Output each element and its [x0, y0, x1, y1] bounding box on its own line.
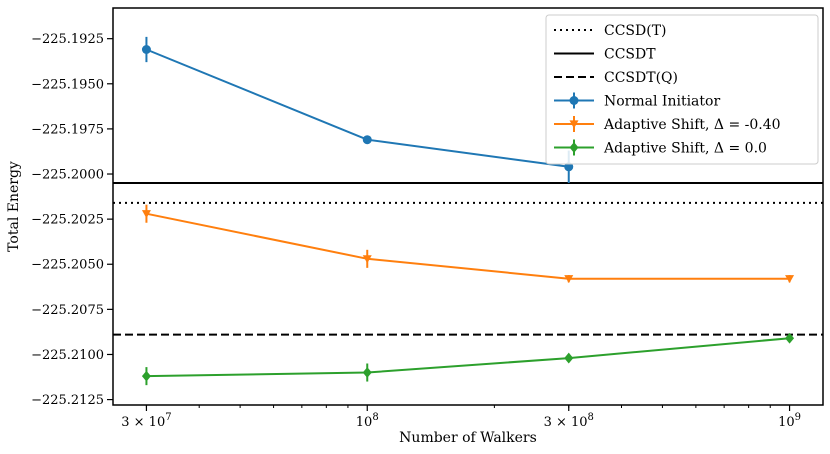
y-tick-label: −225.1975: [31, 122, 104, 137]
data-point: [141, 210, 151, 219]
legend-marker: [569, 142, 579, 153]
legend-entry: Adaptive Shift, Δ = -0.40: [554, 116, 781, 133]
y-tick-label: −225.2075: [31, 303, 104, 318]
y-axis-title: Total Energy: [6, 161, 22, 252]
legend-entry: CCSD(T): [554, 23, 667, 39]
x-tick-label: 108: [356, 412, 379, 430]
y-tick-label: −225.2100: [31, 348, 104, 363]
axes: 3 × 107 108 3 × 108 109 −225.1925 −225.1950 −2…: [31, 7, 824, 430]
series-line: [146, 48, 569, 168]
legend-box: [545, 14, 819, 165]
data-point: [362, 255, 372, 264]
legend-entry: CCSDT(Q): [554, 70, 678, 86]
reference-lines: [113, 182, 823, 336]
y-tick-label: −225.1950: [31, 77, 104, 92]
legend-label: Adaptive Shift, Δ = 0.0: [603, 141, 767, 157]
x-tick-label: 3 × 107: [121, 412, 171, 430]
x-tick-label: 109: [778, 412, 801, 430]
legend-label: CCSDT: [604, 47, 656, 63]
legend-entry: Normal Initiator: [554, 92, 720, 110]
y-tick-label: −225.2000: [31, 168, 104, 183]
legend-entry: CCSDT: [554, 47, 656, 63]
legend-marker: [569, 120, 579, 129]
y-tick-label: −225.2025: [31, 213, 104, 228]
legend: CCSD(T) CCSDT CCSDT(Q) Normal Initiator Adap…: [545, 14, 819, 165]
series-2: [141, 204, 795, 284]
legend-entry: Adaptive Shift, Δ = 0.0: [554, 139, 767, 157]
legend-label: CCSD(T): [604, 23, 667, 39]
data-point: [362, 135, 372, 145]
data-point: [564, 275, 574, 284]
y-tick-label: −225.2125: [31, 393, 104, 408]
data-point: [141, 370, 151, 382]
y-tick-label: −225.1925: [31, 32, 104, 47]
series-line: [146, 212, 790, 280]
y-tick-label: −225.2050: [31, 258, 104, 273]
legend-label: Adaptive Shift, Δ = -0.40: [603, 117, 781, 133]
data-point: [564, 162, 574, 172]
legend-marker: [569, 96, 579, 105]
legend-label: Normal Initiator: [604, 94, 720, 110]
series-3: [141, 332, 795, 386]
x-tick-label: 3 × 108: [544, 412, 594, 430]
plot-frame: [112, 7, 824, 406]
data-point: [564, 352, 574, 364]
data-point: [785, 332, 795, 344]
data-point: [141, 45, 151, 55]
data-point: [362, 367, 372, 378]
series-group: [141, 36, 795, 386]
data-point: [785, 275, 795, 284]
legend-label: CCSDT(Q): [604, 70, 678, 86]
series-1: [141, 36, 574, 184]
x-axis-title: Number of Walkers: [399, 430, 537, 446]
series-line: [146, 337, 790, 378]
